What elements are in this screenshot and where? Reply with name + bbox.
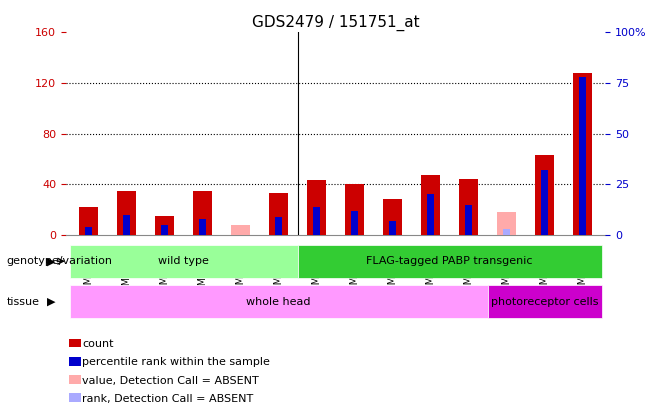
Bar [542, 170, 548, 235]
Text: wild type: wild type [158, 256, 209, 266]
Bar [345, 184, 364, 235]
Text: percentile rank within the sample: percentile rank within the sample [82, 358, 270, 367]
Bar [579, 77, 586, 235]
Text: rank, Detection Call = ABSENT: rank, Detection Call = ABSENT [82, 394, 253, 404]
FancyBboxPatch shape [70, 285, 488, 318]
Bar [573, 73, 592, 235]
Bar [383, 200, 402, 235]
Bar [313, 207, 320, 235]
Bar [351, 211, 358, 235]
Bar [465, 205, 472, 235]
Bar [199, 219, 206, 235]
Bar [269, 193, 288, 235]
Bar [275, 217, 282, 235]
Bar [307, 181, 326, 235]
Bar [86, 227, 92, 235]
Bar [231, 225, 250, 235]
Text: ▶: ▶ [47, 297, 56, 307]
Bar [459, 179, 478, 235]
Bar [427, 194, 434, 235]
FancyBboxPatch shape [70, 245, 297, 278]
Bar [123, 215, 130, 235]
Bar [79, 207, 98, 235]
Text: tissue: tissue [7, 297, 39, 307]
Bar [503, 229, 510, 235]
Bar [390, 221, 396, 235]
Text: genotype/variation: genotype/variation [7, 256, 113, 266]
Bar [161, 225, 168, 235]
Bar [117, 191, 136, 235]
Title: GDS2479 / 151751_at: GDS2479 / 151751_at [252, 15, 419, 31]
Text: ▶: ▶ [47, 256, 56, 266]
Text: value, Detection Call = ABSENT: value, Detection Call = ABSENT [82, 376, 259, 386]
Text: whole head: whole head [246, 297, 311, 307]
Text: photoreceptor cells: photoreceptor cells [491, 297, 598, 307]
FancyBboxPatch shape [488, 285, 601, 318]
FancyBboxPatch shape [297, 245, 601, 278]
Bar [497, 212, 516, 235]
Text: FLAG-tagged PABP transgenic: FLAG-tagged PABP transgenic [367, 256, 533, 266]
Text: count: count [82, 339, 114, 349]
Bar [421, 175, 440, 235]
Bar [155, 216, 174, 235]
Bar [535, 155, 554, 235]
Bar [193, 191, 212, 235]
